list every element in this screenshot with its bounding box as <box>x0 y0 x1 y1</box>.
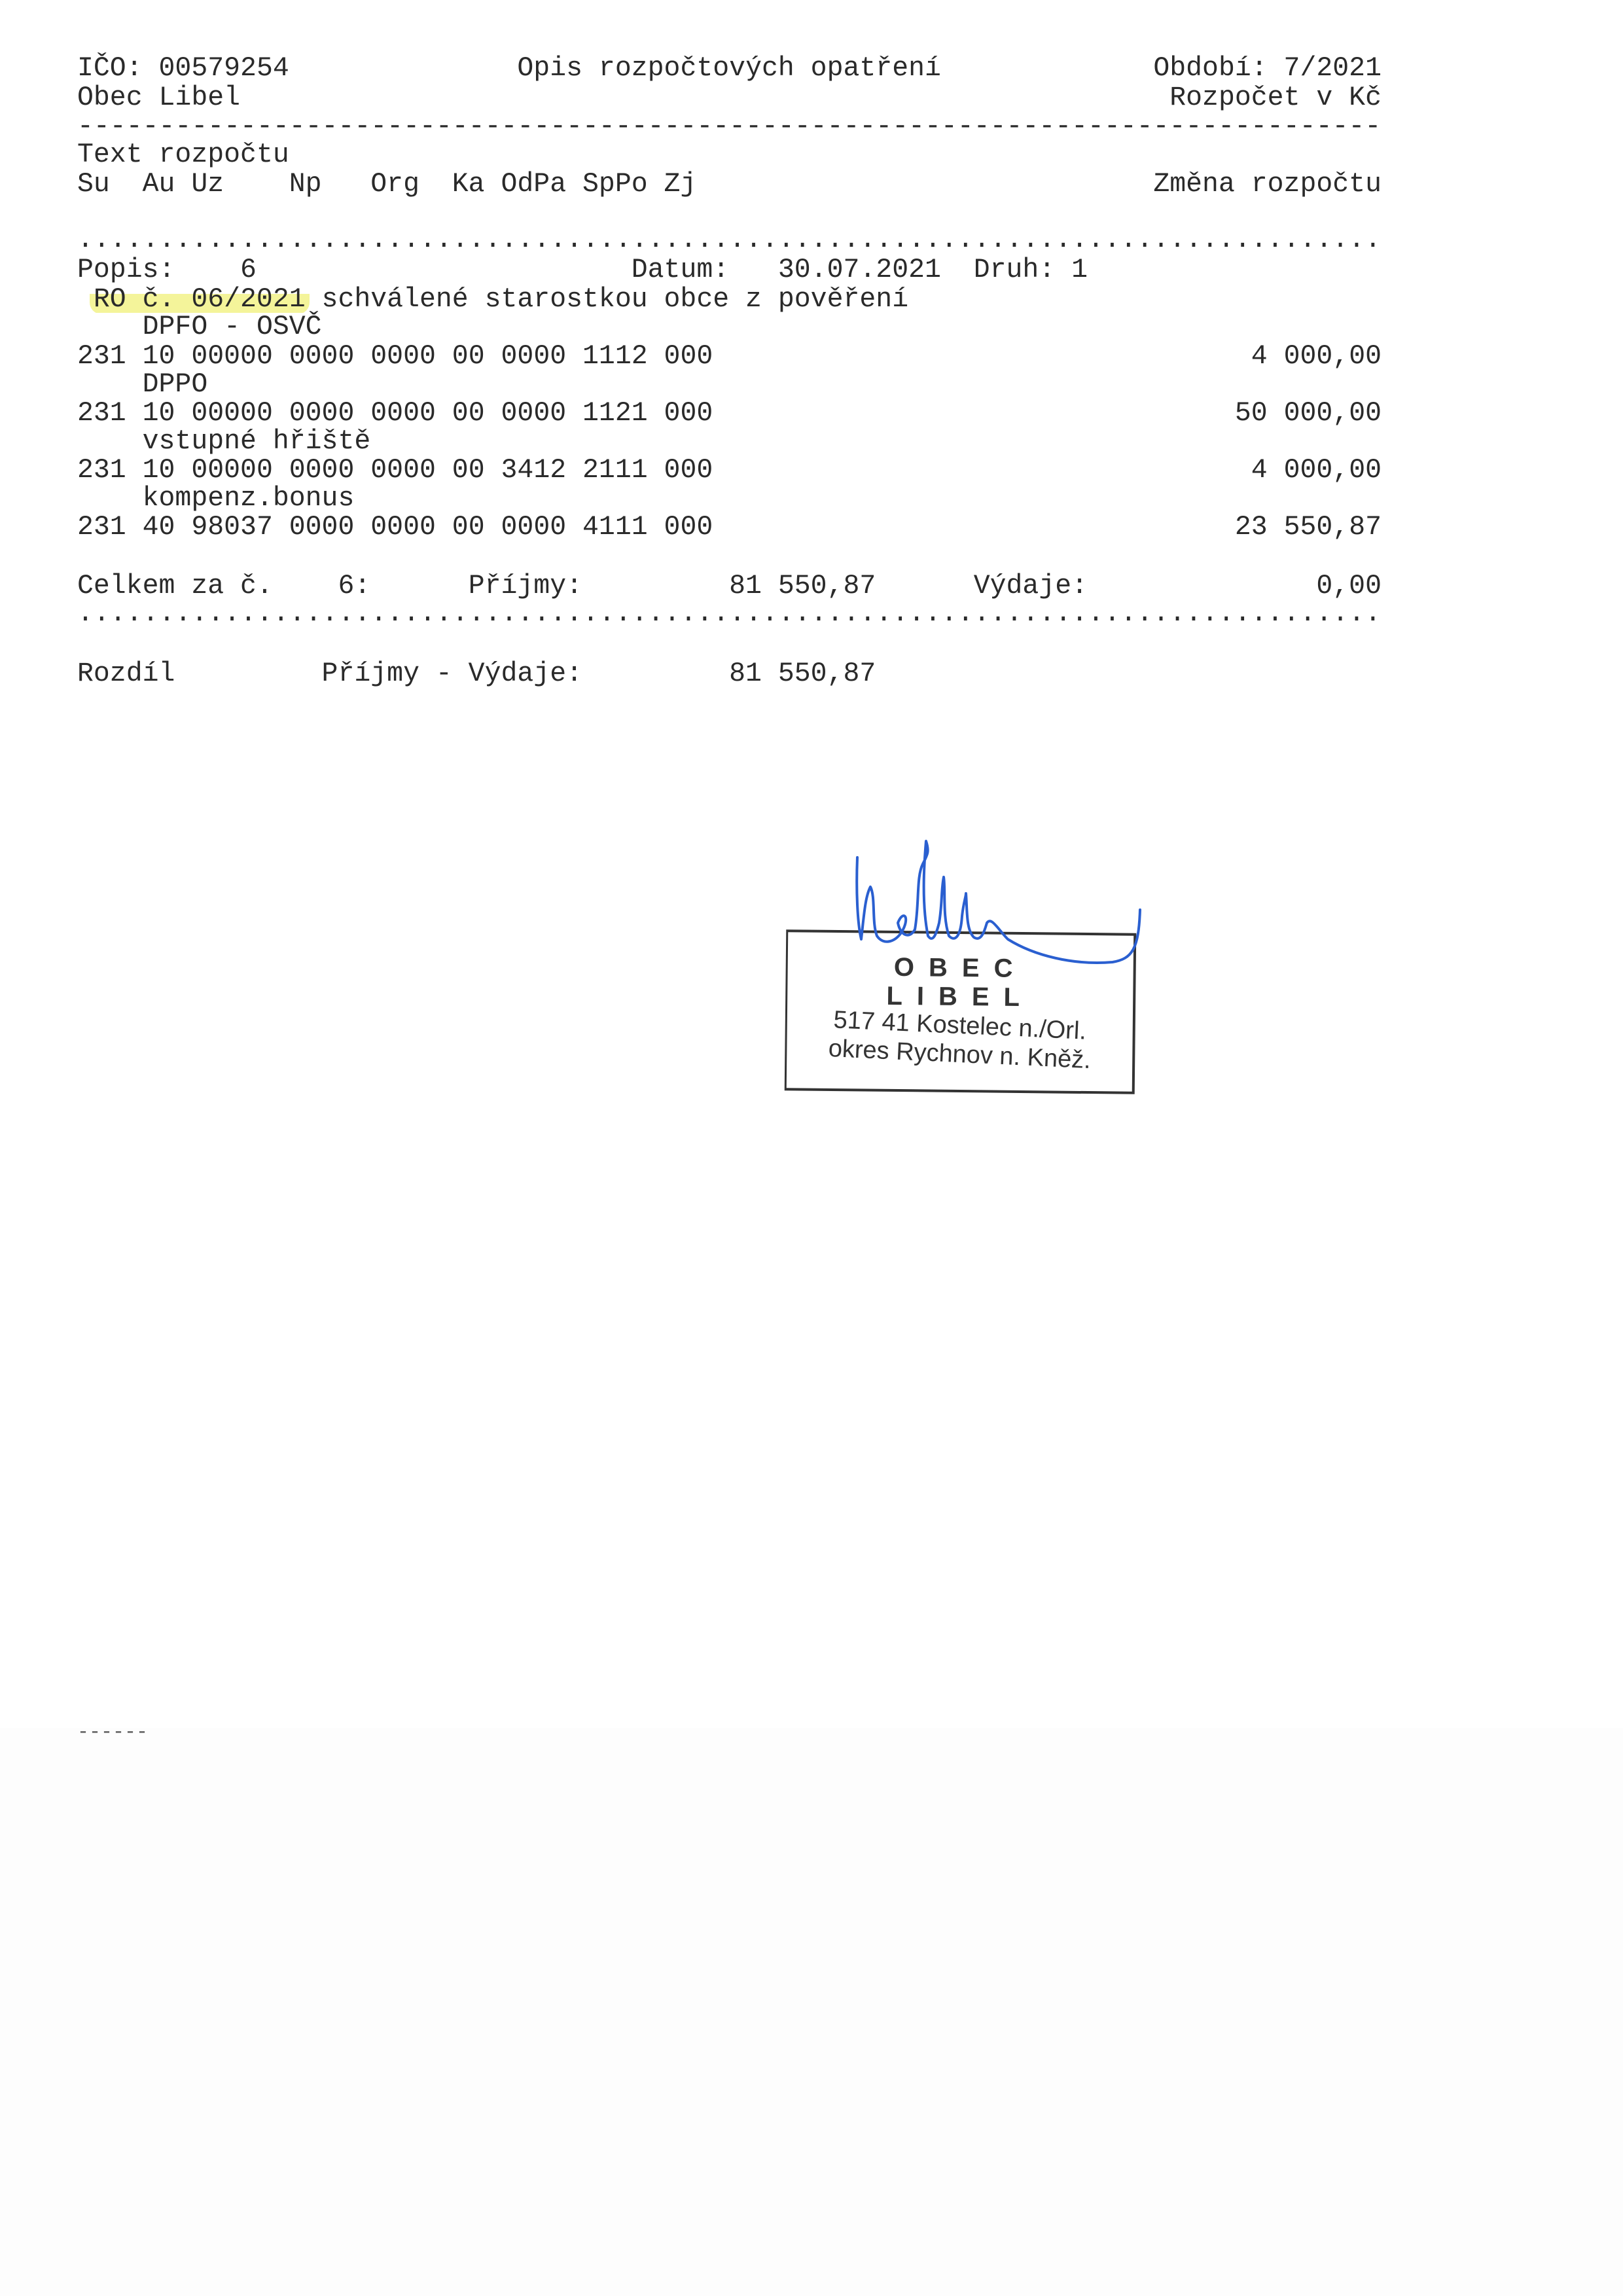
measure-description: RO č. 06/2021 schválené starostkou obce … <box>77 285 1382 314</box>
item-amount: 50 000,00 <box>1234 398 1382 429</box>
signature <box>855 840 1141 964</box>
expense-value: 0,00 <box>1316 571 1382 601</box>
druh-label: Druh: <box>973 255 1056 285</box>
currency: Rozpočet v Kč <box>1169 82 1382 113</box>
col-np: Np <box>289 169 322 200</box>
measure-description-text: schválené starostkou obce z pověření <box>321 284 909 315</box>
col-sppo: SpPo <box>582 169 648 200</box>
difference-formula: Příjmy - Výdaje: <box>321 658 583 689</box>
document-title: Opis rozpočtových opatření <box>517 53 941 84</box>
col-uz: Uz <box>191 169 224 200</box>
highlighted-measure-number: RO č. 06/2021 <box>89 285 310 314</box>
item-row: 231 10 00000 0000 0000 00 0000 1112 000 4… <box>77 342 1382 371</box>
item-row: 231 10 00000 0000 0000 00 3412 2111 000 4… <box>77 456 1382 485</box>
item-code: 231 10 00000 0000 0000 00 0000 1112 000 <box>77 341 713 372</box>
datum-label: Datum: <box>631 255 730 285</box>
item-label: kompenz.bonus <box>142 483 355 514</box>
item-amount: 23 550,87 <box>1234 512 1382 543</box>
ico: IČO: 00579254 <box>77 53 289 84</box>
dashed-divider: ----------------------------------------… <box>77 113 1382 141</box>
item-row: 231 10 00000 0000 0000 00 0000 1121 000 5… <box>77 399 1382 428</box>
col-change: Změna rozpočtu <box>1153 169 1382 200</box>
item-text: DPPO <box>77 370 1382 399</box>
col-su: Su <box>77 169 110 200</box>
item-code: 231 10 00000 0000 0000 00 3412 2111 000 <box>77 455 713 486</box>
druh-value: 1 <box>1071 255 1088 285</box>
item-code: 231 40 98037 0000 0000 00 0000 4111 000 <box>77 512 713 543</box>
totals-label: Celkem za č. <box>77 571 273 601</box>
difference-label: Rozdíl <box>77 658 175 689</box>
col-au: Au <box>142 169 175 200</box>
income-label: Příjmy: <box>468 571 583 601</box>
item-amount: 4 000,00 <box>1251 341 1382 372</box>
text-rozpoctu-label: Text rozpočtu <box>77 139 289 170</box>
item-label: vstupné hřiště <box>142 426 371 457</box>
item-text: kompenz.bonus <box>77 484 1382 513</box>
item-label: DPPO <box>142 369 208 400</box>
item-amount: 4 000,00 <box>1251 455 1382 486</box>
col-zj: Zj <box>664 169 697 200</box>
col-odpa: OdPa <box>501 169 567 200</box>
totals-number: 6: <box>338 571 371 601</box>
dotted-divider: ........................................… <box>77 226 1382 255</box>
measure-header: Popis: 6 Datum: 30.07.2021 Druh: 1 <box>77 256 1382 285</box>
item-text: vstupné hřiště <box>77 427 1382 456</box>
col-org: Org <box>370 169 419 200</box>
header-row-1: IČO: 00579254 Opis rozpočtových opatření… <box>77 54 1382 83</box>
totals-row: Celkem za č. 6: Příjmy: 81 550,87 Výdaje… <box>77 572 1382 601</box>
difference-row: Rozdíl Příjmy - Výdaje: 81 550,87 <box>77 660 1382 689</box>
expense-label: Výdaje: <box>973 571 1088 601</box>
income-value: 81 550,87 <box>729 571 876 601</box>
difference-value: 81 550,87 <box>729 658 876 689</box>
col-ka: Ka <box>452 169 485 200</box>
page-edge-marks: ------ <box>77 1721 149 1744</box>
item-code: 231 10 00000 0000 0000 00 0000 1121 000 <box>77 398 713 429</box>
item-row: 231 40 98037 0000 0000 00 0000 4111 000 2… <box>77 513 1382 542</box>
period: Období: 7/2021 <box>1153 53 1382 84</box>
datum-value: 30.07.2021 <box>777 255 941 285</box>
item-label: DPFO - OSVČ <box>142 312 322 342</box>
document: IČO: 00579254 Opis rozpočtových opatření… <box>77 0 1382 720</box>
column-headers: Su Au Uz Np Org Ka OdPa SpPo Zj Změna ro… <box>77 170 1382 199</box>
popis-label: Popis: <box>77 255 175 285</box>
column-header-text: Text rozpočtu <box>77 141 1382 170</box>
popis-value: 6 <box>240 255 257 285</box>
dotted-divider: ........................................… <box>77 600 1382 628</box>
item-text: DPFO - OSVČ <box>77 313 1382 342</box>
organization: Obec Libel <box>77 82 241 113</box>
header-row-2: Obec Libel Rozpočet v Kč <box>77 84 1382 113</box>
